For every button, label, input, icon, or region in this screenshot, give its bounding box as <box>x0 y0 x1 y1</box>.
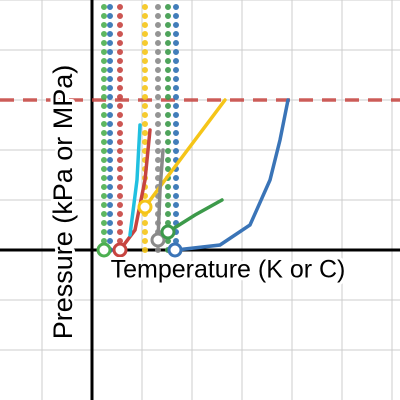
curve <box>166 198 224 234</box>
open-point <box>160 224 176 240</box>
open-point <box>112 242 128 258</box>
curve <box>143 98 227 209</box>
curve <box>128 123 142 237</box>
open-point <box>96 242 112 258</box>
y-axis-label: Pressure (kPa or MPa) <box>48 65 78 340</box>
curve <box>174 98 290 252</box>
open-point <box>150 232 166 248</box>
open-point <box>137 199 153 215</box>
x-axis-label: Temperature (K or C) <box>111 256 346 284</box>
curve <box>156 148 165 242</box>
open-point <box>167 242 183 258</box>
